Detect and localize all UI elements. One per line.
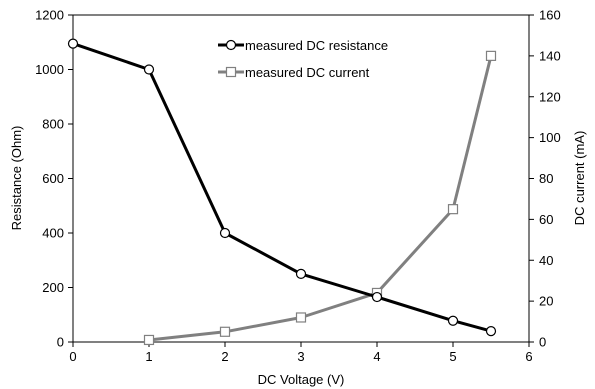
y2-tick-label: 160 <box>539 8 561 23</box>
data-point-resistance <box>447 315 459 326</box>
legend-item-current: measured DC current <box>218 65 370 80</box>
data-point-resistance <box>219 227 231 239</box>
series-layer <box>67 38 497 346</box>
y-tick-label: 600 <box>42 171 64 186</box>
legend-label-current: measured DC current <box>245 65 370 80</box>
y-tick-label: 200 <box>42 280 64 295</box>
series-line-resistance <box>72 42 492 333</box>
x-tick-label: 0 <box>69 349 76 364</box>
y2-tick-label: 60 <box>539 212 553 227</box>
x-tick-label: 5 <box>449 349 456 364</box>
y2-tick-label: 120 <box>539 89 561 104</box>
y2-tick-label: 40 <box>539 253 553 268</box>
data-point-resistance <box>295 268 307 279</box>
y-tick-label: 800 <box>42 117 64 132</box>
y2-tick-label: 20 <box>539 294 553 309</box>
x-tick-label: 3 <box>297 349 304 364</box>
legend-marker-current <box>225 66 237 78</box>
x-tick-label: 2 <box>221 349 228 364</box>
y2-tick-label: 80 <box>539 171 553 186</box>
y-tick-label: 1000 <box>35 62 64 77</box>
legend: measured DC resistance measured DC curre… <box>218 38 388 80</box>
y-tick-label: 0 <box>57 335 64 350</box>
data-point-current <box>295 312 307 323</box>
data-point-resistance <box>67 38 79 49</box>
ticks-layer: 0 1 2 3 4 5 6020040060080010001200020406080100… <box>35 8 561 365</box>
data-point-resistance <box>371 291 383 303</box>
series-line-current <box>148 55 493 342</box>
data-point-current <box>219 326 231 337</box>
legend-label-resistance: measured DC resistance <box>245 38 388 53</box>
x-tick-label: 4 <box>373 349 380 364</box>
y2-tick-label: 100 <box>539 130 561 145</box>
y-tick-label: 400 <box>42 226 64 241</box>
data-point-current <box>447 204 459 215</box>
data-point-current <box>143 334 155 346</box>
y2-axis-label: DC current (mA) <box>572 131 587 226</box>
legend-marker-resistance <box>225 39 237 51</box>
data-point-current <box>485 50 497 61</box>
legend-item-resistance: measured DC resistance <box>218 38 388 53</box>
y-tick-label: 1200 <box>35 8 64 23</box>
x-tick-label: 6 <box>525 349 532 364</box>
data-point-resistance <box>143 64 155 75</box>
y2-tick-label: 0 <box>539 335 546 350</box>
x-axis-label: DC Voltage (V) <box>258 372 345 387</box>
y-axis-label: Resistance (Ohm) <box>9 126 24 231</box>
x-tick-label: 1 <box>145 349 152 364</box>
data-point-resistance <box>485 326 497 337</box>
y2-tick-label: 140 <box>539 48 561 63</box>
